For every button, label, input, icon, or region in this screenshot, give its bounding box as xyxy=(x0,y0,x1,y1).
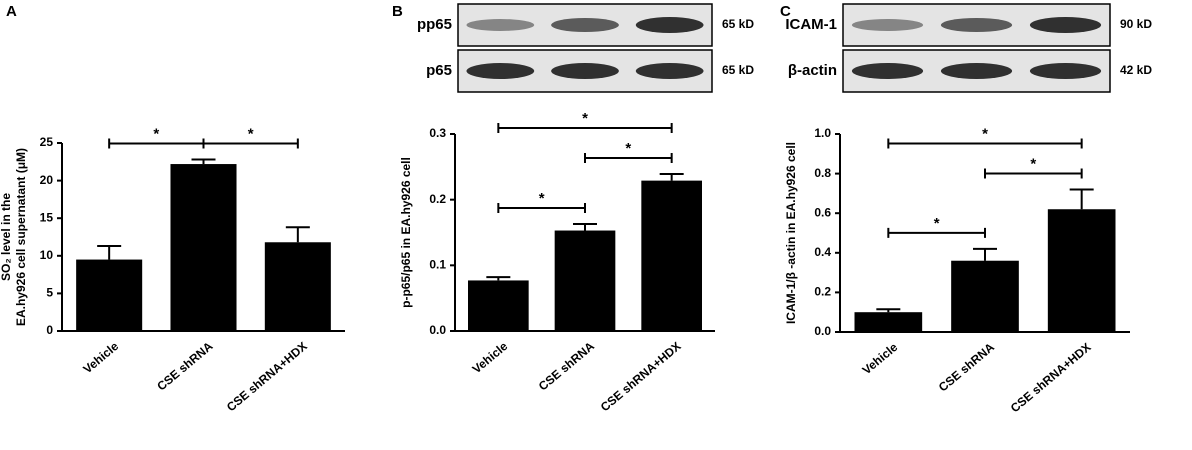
y-tick-label: 20 xyxy=(40,173,54,187)
blot-size: 42 kD xyxy=(1120,63,1152,77)
y-tick-label: 1.0 xyxy=(814,126,831,140)
blot-name: ICAM-1 xyxy=(785,16,837,33)
panel-label: C xyxy=(780,3,791,20)
significance-bracket xyxy=(984,168,1083,179)
x-tick-label: CSE shRNA xyxy=(154,339,215,394)
significance-label: * xyxy=(539,190,545,207)
blot-band xyxy=(940,63,1013,79)
y-axis-label: ICAM-1/β -actin in EA.hy926 cell xyxy=(784,142,798,324)
panel-label: A xyxy=(6,3,17,20)
bar xyxy=(1047,209,1116,332)
y-tick-label: 0.6 xyxy=(814,205,831,219)
significance-label: * xyxy=(153,126,159,143)
y-tick-label: 10 xyxy=(40,248,54,262)
blot-name: β-actin xyxy=(788,62,837,79)
x-tick-label: CSE shRNA+HDX xyxy=(224,339,310,414)
significance-bracket xyxy=(202,138,299,149)
significance-bracket xyxy=(887,227,986,238)
blot-band xyxy=(1029,17,1102,33)
y-tick-label: 5 xyxy=(46,286,53,300)
x-tick-label: CSE shRNA xyxy=(936,340,997,395)
error-bar xyxy=(876,308,901,313)
significance-label: * xyxy=(625,140,631,157)
blot-band xyxy=(851,19,924,31)
bar xyxy=(554,230,616,331)
y-axis-label: SO₂ level in the xyxy=(0,193,13,281)
blot-name: pp65 xyxy=(417,16,452,33)
bar xyxy=(170,164,237,331)
significance-label: * xyxy=(982,125,988,142)
bar xyxy=(854,312,923,332)
panel-label: B xyxy=(392,3,403,20)
blot-band xyxy=(1029,63,1102,79)
bar xyxy=(76,259,143,331)
bar xyxy=(641,180,702,331)
y-tick-label: 0 xyxy=(46,323,53,337)
blot-band xyxy=(851,63,924,79)
y-tick-label: 0.3 xyxy=(429,126,446,140)
error-bar xyxy=(659,173,684,181)
error-bar xyxy=(191,158,216,165)
error-bar xyxy=(973,247,997,261)
blot-band xyxy=(635,63,704,79)
blot-band xyxy=(551,18,619,32)
blot-size: 65 kD xyxy=(722,63,754,77)
x-tick-label: Vehicle xyxy=(860,340,901,378)
significance-label: * xyxy=(1030,155,1036,172)
error-bar xyxy=(486,276,511,281)
y-tick-label: 0.0 xyxy=(429,323,446,337)
y-tick-label: 0.1 xyxy=(429,258,446,272)
blot-band xyxy=(551,63,619,79)
y-axis-label: EA.hy926 cell supernatant (μM) xyxy=(14,148,28,326)
blot-band xyxy=(940,18,1013,32)
significance-label: * xyxy=(582,110,588,127)
blot-band xyxy=(635,17,704,33)
x-tick-label: CSE shRNA+HDX xyxy=(598,339,684,414)
blot-size: 65 kD xyxy=(722,17,754,31)
significance-label: * xyxy=(248,126,254,143)
y-tick-label: 0.0 xyxy=(814,324,831,338)
y-tick-label: 25 xyxy=(40,135,54,149)
blot-size: 90 kD xyxy=(1120,17,1152,31)
significance-bracket xyxy=(497,123,673,134)
bar xyxy=(264,242,331,331)
x-tick-label: CSE shRNA xyxy=(536,339,597,394)
error-bar xyxy=(573,222,597,231)
x-tick-label: Vehicle xyxy=(80,339,121,377)
y-tick-label: 0.2 xyxy=(814,285,831,299)
error-bar xyxy=(97,245,122,260)
blot-name: p65 xyxy=(426,62,452,79)
bar xyxy=(951,260,1019,332)
error-bar xyxy=(1069,188,1094,210)
significance-label: * xyxy=(934,215,940,232)
significance-bracket xyxy=(584,153,673,164)
y-tick-label: 0.8 xyxy=(814,166,831,180)
y-tick-label: 0.2 xyxy=(429,192,446,206)
significance-bracket xyxy=(887,138,1083,149)
x-tick-label: CSE shRNA+HDX xyxy=(1008,340,1094,415)
error-bar xyxy=(285,226,310,243)
x-tick-label: Vehicle xyxy=(470,339,511,377)
blot-band xyxy=(466,19,535,31)
y-tick-label: 15 xyxy=(40,210,54,224)
y-tick-label: 0.4 xyxy=(814,245,831,259)
blot-band xyxy=(466,63,535,79)
bar xyxy=(468,280,529,331)
significance-bracket xyxy=(497,202,586,213)
y-axis-label: p-p65/p65 in EA.hy926 cell xyxy=(399,157,413,308)
